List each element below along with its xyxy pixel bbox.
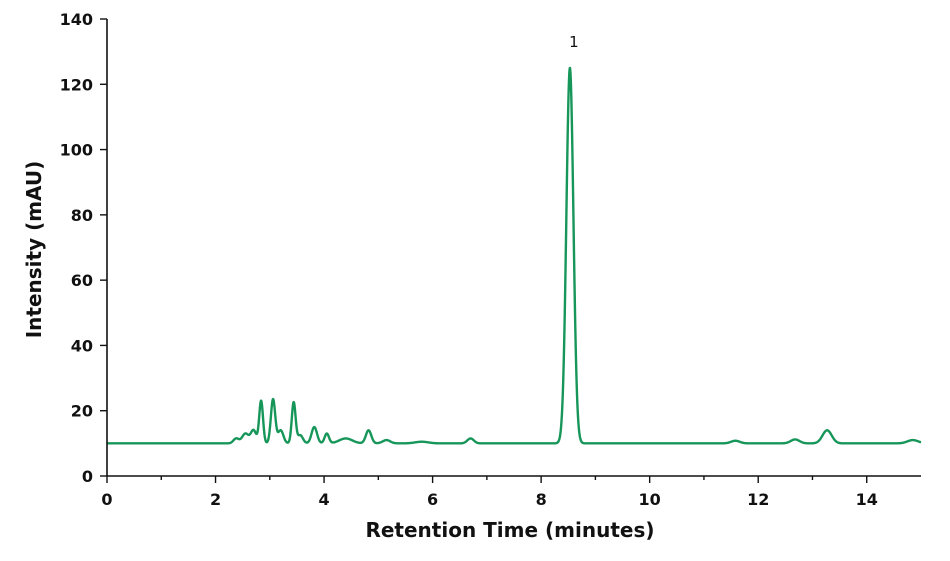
x-tick-label: 6 bbox=[427, 490, 438, 509]
x-axis-ticks: 0 2 4 6 8 10 12 14 bbox=[101, 476, 878, 509]
y-tick-label: 120 bbox=[60, 75, 93, 94]
x-tick-label: 10 bbox=[639, 490, 661, 509]
x-tick-label: 8 bbox=[536, 490, 547, 509]
peak-label: 1 bbox=[569, 33, 579, 51]
y-tick-label: 20 bbox=[71, 402, 93, 421]
chromatogram-trace bbox=[106, 66, 922, 445]
y-tick-label: 0 bbox=[82, 467, 93, 486]
x-tick-label: 4 bbox=[318, 490, 329, 509]
x-tick-label: 2 bbox=[210, 490, 221, 509]
y-tick-label: 60 bbox=[71, 271, 93, 290]
y-tick-label: 80 bbox=[71, 206, 93, 225]
y-axis-ticks: 0 20 40 60 80 100 120 140 bbox=[60, 10, 107, 486]
y-tick-label: 100 bbox=[60, 141, 93, 160]
x-tick-label: 12 bbox=[747, 490, 769, 509]
y-axis-title: Intensity (mAU) bbox=[22, 161, 46, 339]
x-tick-label: 0 bbox=[101, 490, 112, 509]
x-axis-title: Retention Time (minutes) bbox=[365, 518, 654, 542]
peak-annotations: 1 bbox=[569, 33, 579, 51]
x-tick-label: 14 bbox=[856, 490, 878, 509]
y-tick-label: 140 bbox=[60, 10, 93, 29]
y-tick-label: 40 bbox=[71, 336, 93, 355]
